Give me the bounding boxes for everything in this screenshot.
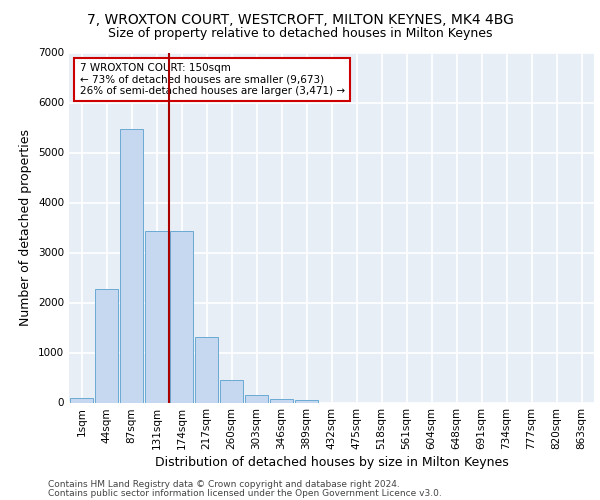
Bar xyxy=(145,231,168,402)
Text: Contains public sector information licensed under the Open Government Licence v3: Contains public sector information licen… xyxy=(48,488,442,498)
Bar xyxy=(95,288,118,403)
Bar xyxy=(70,398,93,402)
Bar xyxy=(195,337,218,402)
Bar xyxy=(120,128,143,402)
Text: Size of property relative to detached houses in Milton Keynes: Size of property relative to detached ho… xyxy=(108,28,492,40)
Bar xyxy=(220,380,243,402)
Text: Contains HM Land Registry data © Crown copyright and database right 2024.: Contains HM Land Registry data © Crown c… xyxy=(48,480,400,489)
Bar xyxy=(295,400,318,402)
X-axis label: Distribution of detached houses by size in Milton Keynes: Distribution of detached houses by size … xyxy=(155,456,508,469)
Bar xyxy=(245,395,268,402)
Text: 7, WROXTON COURT, WESTCROFT, MILTON KEYNES, MK4 4BG: 7, WROXTON COURT, WESTCROFT, MILTON KEYN… xyxy=(86,12,514,26)
Text: 7 WROXTON COURT: 150sqm
← 73% of detached houses are smaller (9,673)
26% of semi: 7 WROXTON COURT: 150sqm ← 73% of detache… xyxy=(79,63,344,96)
Bar xyxy=(270,398,293,402)
Bar xyxy=(170,231,193,402)
Y-axis label: Number of detached properties: Number of detached properties xyxy=(19,129,32,326)
